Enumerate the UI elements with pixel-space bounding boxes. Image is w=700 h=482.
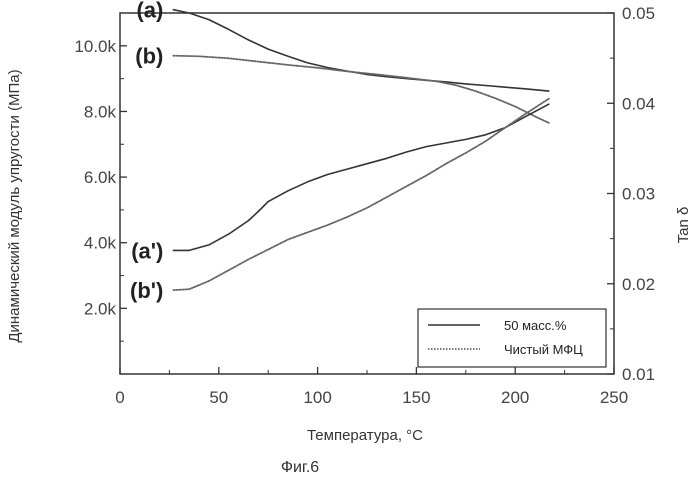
legend-label: Чистый МФЦ — [504, 342, 583, 357]
right-tick-label: 0.04 — [622, 94, 655, 113]
x-axis-ticks: 0 50 100 150 200 250 — [115, 367, 628, 407]
series-b-prime — [173, 99, 548, 290]
legend-label: 50 масс.% — [504, 318, 567, 333]
left-tick-label: 6.0k — [84, 168, 117, 187]
curve-label-b-prime: (b') — [130, 278, 163, 303]
series-b — [173, 56, 548, 123]
x-tick-label: 250 — [600, 388, 628, 407]
left-tick-label: 4.0k — [84, 234, 117, 253]
curve-label-b: (b) — [135, 44, 163, 69]
series-a — [173, 10, 548, 91]
curve-label-a: (a) — [136, 0, 163, 23]
left-axis-title: Динамический модуль упругости (МПа) — [6, 69, 23, 342]
series-a-prime — [173, 104, 548, 250]
left-tick-label: 10.0k — [74, 37, 116, 56]
left-axis-ticks: 2.0k 4.0k 6.0k 8.0k 10.0k — [74, 37, 127, 341]
x-tick-label: 50 — [209, 388, 228, 407]
figure-caption: Фиг.6 — [281, 459, 319, 476]
x-tick-label: 200 — [501, 388, 529, 407]
right-axis-title: Tan δ — [675, 207, 692, 244]
x-tick-label: 100 — [303, 388, 331, 407]
legend: 50 масс.% Чистый МФЦ — [418, 309, 606, 367]
curve-labels: (a) (b) (a') (b') — [130, 0, 163, 303]
x-tick-label: 0 — [115, 388, 124, 407]
right-tick-label: 0.02 — [622, 275, 655, 294]
x-tick-label: 150 — [402, 388, 430, 407]
left-tick-label: 8.0k — [84, 102, 117, 121]
curve-label-a-prime: (a') — [131, 238, 163, 263]
right-tick-label: 0.05 — [622, 4, 655, 23]
x-axis-title: Температура, °C — [307, 427, 423, 444]
series-layer — [173, 10, 548, 290]
left-tick-label: 2.0k — [84, 299, 117, 318]
right-tick-label: 0.01 — [622, 365, 655, 384]
right-tick-label: 0.03 — [622, 185, 655, 204]
